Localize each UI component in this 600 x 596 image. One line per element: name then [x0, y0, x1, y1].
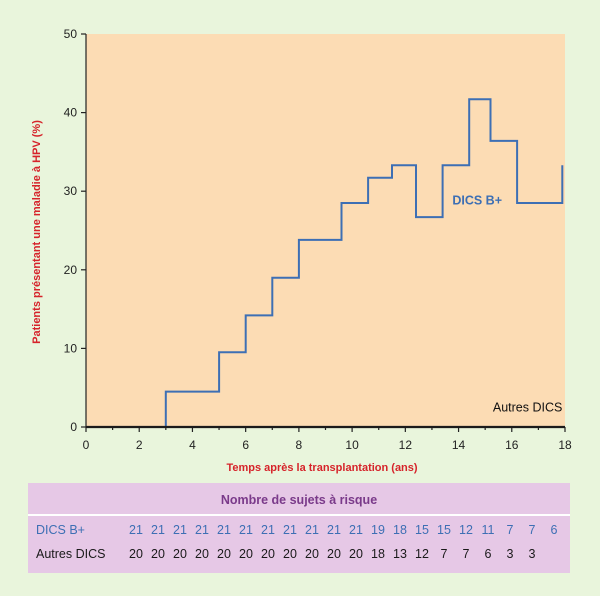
- risk-value: 18: [393, 523, 407, 537]
- risk-value: 20: [349, 547, 363, 561]
- y-tick-label: 40: [64, 106, 78, 120]
- y-axis-label: Patients présentant une maladie à HPV (%…: [31, 120, 43, 344]
- risk-value: 21: [195, 523, 209, 537]
- risk-value: 20: [151, 547, 165, 561]
- x-tick-label: 8: [296, 438, 303, 452]
- risk-value: 20: [239, 547, 253, 561]
- risk-row-dics-b: DICS B+ 21 21 21 21 21 21 21 21 21 21 21 19 18 15 15 12…: [28, 523, 570, 541]
- risk-value: 15: [437, 523, 451, 537]
- risk-value: 12: [415, 547, 429, 561]
- risk-value: 20: [283, 547, 297, 561]
- risk-value: 21: [129, 523, 143, 537]
- risk-value: 20: [195, 547, 209, 561]
- x-tick-label: 2: [136, 438, 143, 452]
- chart: 0 10 20 30 40 50 0 2 4 6 8 10 12 14 16 18 DICS B+ Autr…: [31, 27, 572, 474]
- x-tick-label: 18: [558, 438, 572, 452]
- risk-value: 20: [327, 547, 341, 561]
- y-tick-label: 50: [64, 27, 78, 41]
- risk-value: 20: [173, 547, 187, 561]
- y-tick-label: 10: [64, 341, 78, 355]
- risk-table-title: Nombre de sujets à risque: [220, 493, 378, 507]
- annotation-dics-b: DICS B+: [452, 194, 502, 208]
- risk-value: 19: [371, 523, 385, 537]
- risk-value: 7: [462, 547, 470, 561]
- risk-value: 13: [393, 547, 407, 561]
- risk-table: Nombre de sujets à risque DICS B+ 21 21 21…: [28, 483, 570, 573]
- risk-value: 20: [305, 547, 319, 561]
- risk-value: 20: [261, 547, 275, 561]
- risk-value: 3: [506, 547, 514, 561]
- risk-value: 20: [129, 547, 143, 561]
- risk-value: 7: [528, 523, 536, 537]
- x-tick-label: 16: [505, 438, 519, 452]
- risk-value: 21: [283, 523, 297, 537]
- risk-value: 15: [415, 523, 429, 537]
- risk-value: 21: [349, 523, 363, 537]
- risk-row-label: DICS B+: [36, 523, 85, 537]
- y-tick-label: 30: [64, 184, 78, 198]
- x-tick-label: 4: [189, 438, 196, 452]
- risk-value: 21: [151, 523, 165, 537]
- x-tick-label: 12: [399, 438, 413, 452]
- risk-value: 6: [484, 547, 492, 561]
- risk-value: 21: [217, 523, 231, 537]
- x-tick-label: 0: [83, 438, 90, 452]
- x-tick-label: 10: [345, 438, 359, 452]
- y-tick-label: 20: [64, 263, 78, 277]
- x-axis-label: Temps après la transplantation (ans): [226, 462, 417, 474]
- risk-value: 21: [239, 523, 253, 537]
- risk-value: 3: [528, 547, 536, 561]
- risk-value: 20: [217, 547, 231, 561]
- annotation-autres-dics: Autres DICS: [493, 400, 562, 414]
- risk-table-divider: [28, 514, 570, 516]
- x-tick-label: 6: [242, 438, 249, 452]
- risk-value: 7: [506, 523, 514, 537]
- series-line-dics-b: [164, 98, 564, 427]
- risk-value: 21: [173, 523, 187, 537]
- y-tick-label: 0: [70, 420, 77, 434]
- risk-value: 21: [327, 523, 341, 537]
- x-tick-label: 14: [452, 438, 466, 452]
- risk-value: 21: [305, 523, 319, 537]
- risk-value: 12: [459, 523, 473, 537]
- risk-row-label: Autres DICS: [36, 547, 106, 561]
- risk-value: 21: [261, 523, 275, 537]
- risk-value: 7: [440, 547, 448, 561]
- risk-value: 6: [550, 523, 558, 537]
- plot-area: [86, 34, 565, 427]
- risk-value: 18: [371, 547, 385, 561]
- risk-value: 11: [481, 523, 495, 537]
- risk-row-autres-dics: Autres DICS 20 20 20 20 20 20 20 20 20 20 20 18 13 12…: [28, 547, 570, 565]
